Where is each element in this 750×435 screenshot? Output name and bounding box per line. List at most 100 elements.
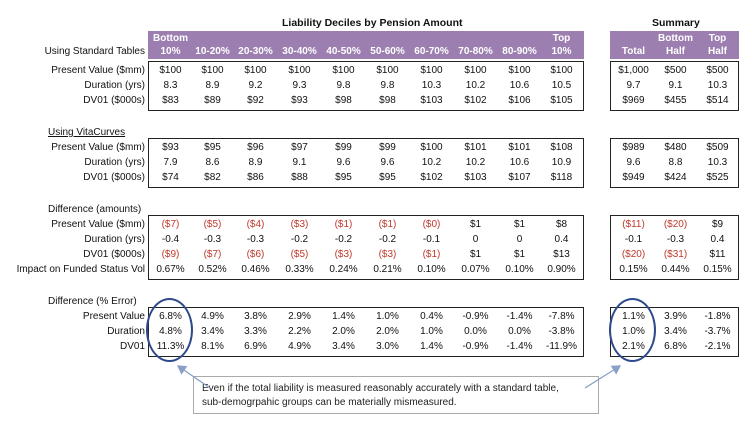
table-cell: $100	[201, 65, 224, 76]
row-label: Duration (yrs)	[84, 157, 145, 168]
table-cell: 9.2	[248, 80, 263, 91]
summary-section-box	[610, 138, 739, 188]
table-cell: 10.6	[509, 157, 530, 168]
table-cell: $8	[555, 219, 568, 230]
summary-cell: 0.15%	[703, 264, 732, 275]
table-cell: $93	[291, 95, 308, 106]
summary-cell: -0.1	[624, 234, 643, 245]
deciles-title: Liability Deciles by Pension Amount	[282, 17, 463, 29]
row-label: Duration (yrs)	[84, 234, 145, 245]
table-cell: 2.9%	[288, 311, 311, 322]
table-cell: 3.8%	[244, 311, 267, 322]
section-box	[148, 61, 584, 111]
table-cell: 10.9	[551, 157, 572, 168]
column-header: 10%	[551, 46, 572, 57]
summary-cell: -2.1%	[704, 341, 731, 352]
table-cell: ($5)	[203, 219, 222, 230]
table-cell: ($3)	[290, 219, 309, 230]
summary-cell: $1,000	[618, 65, 649, 76]
table-cell: $95	[335, 172, 352, 183]
table-cell: 8.9	[248, 157, 263, 168]
table-cell: 10.5	[551, 80, 572, 91]
table-cell: 0	[516, 234, 523, 245]
table-cell: $100	[508, 65, 531, 76]
table-cell: $96	[247, 142, 264, 153]
summary-cell: 0.44%	[661, 264, 690, 275]
section-label: Difference (amounts)	[48, 204, 142, 215]
table-cell: ($1)	[334, 219, 353, 230]
table-cell: 1.4%	[332, 311, 355, 322]
summary-cell: 9.7	[626, 80, 641, 91]
row-label: Present Value ($mm)	[51, 142, 145, 153]
table-cell: -0.2	[378, 234, 397, 245]
summary-cell: $500	[706, 65, 729, 76]
table-cell: 8.9	[205, 80, 220, 91]
summary-cell: ($20)	[663, 219, 688, 230]
table-cell: -0.9%	[462, 341, 489, 352]
table-cell: ($1)	[378, 219, 397, 230]
table-cell: $102	[464, 95, 487, 106]
table-cell: 0.07%	[461, 264, 490, 275]
table-cell: -0.2	[334, 234, 353, 245]
table-cell: $86	[247, 172, 264, 183]
table-cell: 3.4%	[332, 341, 355, 352]
table-cell: 3.3%	[244, 326, 267, 337]
table-cell: -1.4%	[506, 341, 533, 352]
table-cell: $89	[204, 95, 221, 106]
table-cell: 1.4%	[420, 341, 443, 352]
table-cell: 0.24%	[329, 264, 358, 275]
table-cell: $92	[247, 95, 264, 106]
table-cell: $99	[379, 142, 396, 153]
table-cell: $118	[550, 172, 573, 183]
table-cell: $82	[204, 172, 221, 183]
table-cell: 2.0%	[332, 326, 355, 337]
table-cell: 8.6	[205, 157, 220, 168]
summary-cell: $424	[664, 172, 687, 183]
table-cell: $100	[288, 65, 311, 76]
table-cell: 0.0%	[464, 326, 487, 337]
table-cell: 10.3	[421, 80, 442, 91]
summary-cell: $500	[664, 65, 687, 76]
table-cell: 8.3	[163, 80, 178, 91]
table-cell: $1	[513, 219, 526, 230]
table-cell: $100	[244, 65, 267, 76]
table-cell: 3.4%	[201, 326, 224, 337]
table-cell: 9.3	[292, 80, 307, 91]
table-cell: 0.46%	[241, 264, 270, 275]
summary-column-header-top: Top	[708, 33, 727, 44]
section-box	[148, 138, 584, 188]
table-cell: $100	[332, 65, 355, 76]
table-cell: -1.4%	[506, 311, 533, 322]
table-cell: ($3)	[378, 249, 397, 260]
table-cell: $100	[376, 65, 399, 76]
table-cell: -0.9%	[462, 311, 489, 322]
row-label: Present Value	[82, 311, 145, 322]
table-cell: 10.2	[465, 80, 486, 91]
row-label: DV01 ($000s)	[83, 172, 145, 183]
summary-cell: 0.15%	[619, 264, 648, 275]
table-cell: 0.10%	[417, 264, 446, 275]
table-cell: -0.4	[161, 234, 180, 245]
summary-cell: -1.8%	[704, 311, 731, 322]
table-cell: $88	[291, 172, 308, 183]
summary-column-header: Half	[708, 46, 727, 57]
table-cell: -0.1	[422, 234, 441, 245]
table-cell: $95	[204, 142, 221, 153]
table-cell: 9.8	[380, 80, 395, 91]
table-cell: 0.52%	[198, 264, 227, 275]
column-header: 60-70%	[414, 46, 449, 57]
summary-cell: $11	[709, 249, 726, 260]
table-cell: 1.0%	[376, 311, 399, 322]
summary-cell: 3.9%	[664, 311, 687, 322]
table-cell: 0.90%	[547, 264, 576, 275]
summary-cell: $989	[622, 142, 645, 153]
table-cell: $105	[550, 95, 573, 106]
table-cell: 0.21%	[373, 264, 402, 275]
section-label: Using Standard Tables	[44, 46, 145, 57]
callout-note: Even if the total liability is measured …	[193, 376, 599, 414]
table-cell: $100	[420, 65, 443, 76]
table-cell: $102	[420, 172, 443, 183]
table-cell: ($1)	[422, 249, 441, 260]
callout-line: sub-demogrpahic groups can be materially…	[202, 397, 457, 408]
table-cell: 4.9%	[201, 311, 224, 322]
